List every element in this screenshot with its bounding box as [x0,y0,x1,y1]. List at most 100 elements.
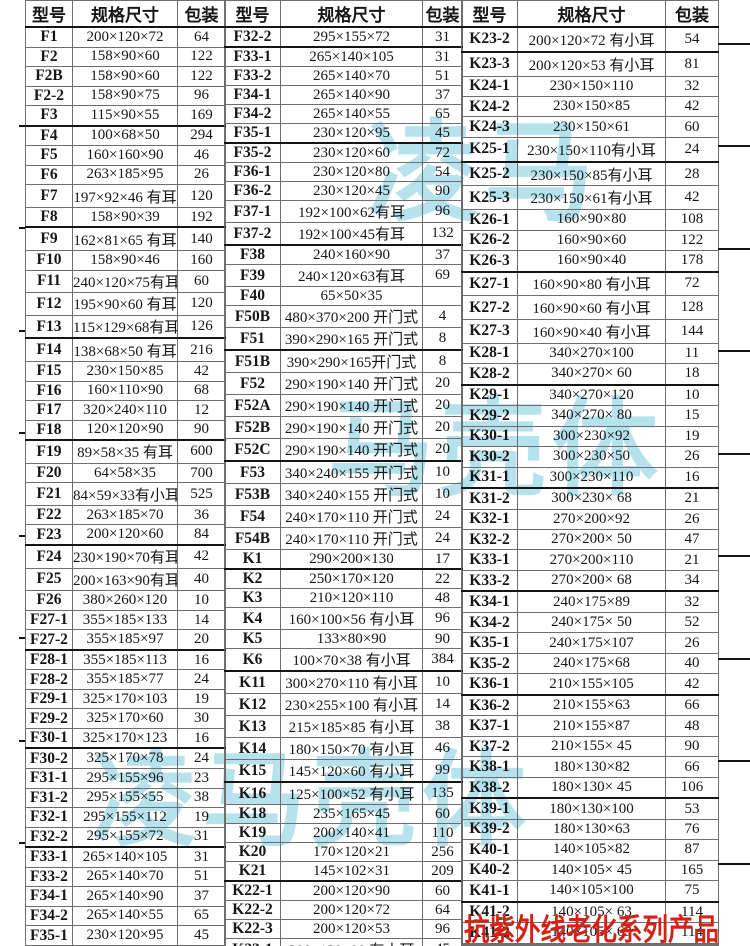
pack-cell: 60 [422,804,463,824]
table-row: F53B 340×240×155 开门式 10 [224,483,463,506]
spec-cell: 265×140×70 [72,866,178,888]
spec-cell: 160×90×40 有小耳 [517,318,666,344]
model-cell: F31-2 [25,787,73,809]
pack-cell: 76 [665,818,719,841]
model-cell: K25-2 [461,161,518,187]
model-cell: F33-2 [224,66,281,86]
spec-cell: 300×270×110 有小耳 [280,670,423,694]
table-row: K40-2 140×105× 45 165 [461,859,719,882]
model-cell: F33-2 [25,866,73,888]
spec-cell: 265×140×105 [72,846,178,868]
table-row: K5 133×80×90 90 [224,629,463,649]
spec-cell: 65×50×35 [280,286,423,306]
model-cell: F20 [25,462,73,484]
spec-cell: 325×170×123 [72,727,178,750]
table-row: K38-2 180×130× 45 106 [461,776,719,800]
spec-cell: 265×140×55 [72,905,178,927]
model-cell: F12 [25,292,73,316]
spec-table-middle: 型号 规格尺寸 包装 F32-2 295×155×72 31 F33-1 265×140×10… [224,0,463,946]
table-row: K24-2 230×150×85 42 [461,95,719,118]
table-row: K22-1 200×120×90 60 [224,880,463,901]
pack-cell: 31 [177,826,226,849]
table-row: K14 180×150×70 有小耳 46 [224,737,463,760]
table-row: F29-1 325×170×103 19 [25,688,226,710]
model-cell: K37-2 [461,735,518,758]
model-cell: K35-2 [461,652,518,675]
table-row: K1 290×200×130 17 [224,549,463,570]
spec-cell: 325×170×60 [72,708,178,729]
table-row: K34-2 240×175× 50 52 [461,611,719,634]
model-cell: K23-2 [461,26,518,53]
grid-line-extension [19,739,25,742]
spec-cell: 295×155×72 [280,26,423,48]
spec-cell: 160×100×56 有小耳 [280,607,423,630]
grid-line-extension [19,534,25,537]
pack-cell: 72 [665,271,719,297]
spec-cell: 235×165×45 [280,804,423,824]
model-cell: K38-2 [461,776,518,800]
spec-cell: 230×150×85 [72,361,178,382]
table-row: K27-2 160×90×60 有小耳 128 [461,295,719,320]
spec-cell: 100×68×50 [72,125,178,147]
spec-cell: 158×90×46 [72,250,178,271]
table-row: F33-1 265×140×105 31 [25,846,226,868]
model-cell: F26 [25,590,73,611]
table-row: K11 300×270×110 有小耳 10 [224,670,463,694]
pack-cell: 114 [665,901,719,924]
table-row: F28-1 355×185×113 16 [25,649,226,671]
model-cell: K3 [224,588,281,608]
table-row: K24-1 230×150×110 32 [461,75,719,97]
spec-cell: 355×185×113 [72,649,178,671]
spec-cell: 240×170×110 开门式 [280,505,423,528]
table-row: F38 240×160×90 37 [224,244,463,265]
table-row: K6 100×70×38 有小耳 384 [224,648,463,672]
pack-cell: 12 [177,400,226,421]
pack-cell: 66 [665,694,719,717]
model-cell: K16 [224,781,281,805]
spec-cell: 230×120×95 [72,925,178,946]
model-cell: F54B [224,527,281,550]
pack-cell: 96 [422,919,463,939]
table-row: F52C 290×190×140 开门式 20 [224,438,463,462]
table-row: F6 263×185×95 26 [25,164,226,186]
pack-cell: 8 [422,349,463,373]
model-cell: F28-2 [25,669,73,690]
table-row: F50B 480×370×200 开门式 4 [224,305,463,328]
pack-cell: 37 [177,886,226,907]
pack-cell: 14 [422,693,463,716]
pack-cell: 40 [177,567,226,592]
grid-line-extension [19,227,25,230]
pack-cell: 45 [422,938,463,946]
model-cell: K24-2 [461,95,518,118]
model-cell: F52A [224,394,281,417]
table-row: F21 84×59×33有小耳 525 [25,482,226,506]
model-cell: K28-2 [461,363,518,386]
pack-cell: 700 [177,462,226,484]
model-cell: F1 [25,26,73,48]
model-cell: K6 [224,648,281,672]
spec-cell: 230×150×61有小耳 [517,185,666,211]
table-row: K12 230×255×100 有小耳 14 [224,693,463,716]
model-cell: F39 [224,264,281,287]
table-row: F13 115×129×68有耳 126 [25,314,226,340]
table-row: F52A 290×190×140 开门式 20 [224,394,463,417]
pack-cell: 46 [177,145,226,166]
model-cell: K41-1 [461,880,518,903]
pack-cell: 28 [665,161,719,187]
spec-cell: 265×140×70 [280,66,423,86]
grid-line-extension [718,145,750,148]
pack-cell: 600 [177,439,226,464]
model-cell: K31-2 [461,487,518,510]
pack-cell: 51 [422,66,463,86]
table-row: K3 210×120×110 48 [224,588,463,608]
grid-line-extension [718,452,750,455]
grid-line-extension [19,842,25,845]
spec-cell: 270×200× 68 [517,569,666,593]
table-row: F1 200×120×72 64 [25,26,226,48]
table-row: K41-2 140×105× 63 114 [461,922,719,944]
model-cell: F35-1 [25,925,73,946]
pack-cell: 72 [422,142,463,163]
pack-cell: 66 [665,756,719,778]
spec-cell: 162×81×65 有耳 [72,226,178,252]
pack-cell: 81 [665,51,719,77]
